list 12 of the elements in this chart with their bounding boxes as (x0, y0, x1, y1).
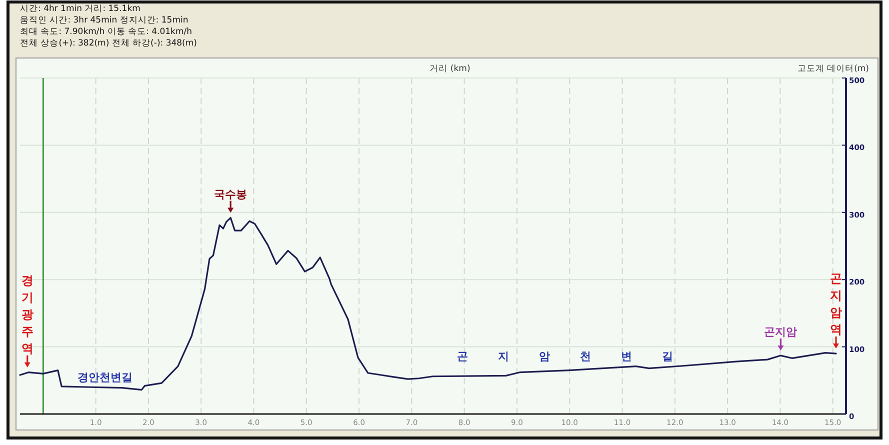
annotation: 곤지암역 (830, 272, 842, 337)
text: 최대 속도: 7.90km/h 이동 속도: 4.01km/h (20, 27, 192, 37)
text: 움직인 시간: 3hr 45min 정지시간: 15min (20, 16, 188, 26)
annotation: 경기광주역 (21, 273, 34, 356)
text: 시간: 4hr 1min 거리: 15.1km (20, 4, 140, 14)
text: 전체 상승(+): 382(m) 전체 하강(-): 348(m) (20, 38, 197, 48)
annotation: 경안천변길 (78, 371, 132, 384)
x-axis-title: 거리 (km) (430, 64, 470, 74)
annotation: 국수봉 (214, 188, 248, 201)
y-axis-title: 고도계 데이터(m) (797, 64, 869, 74)
annotation: 곤지암천변길 (457, 350, 703, 363)
annotation: 곤지암 (764, 326, 798, 339)
